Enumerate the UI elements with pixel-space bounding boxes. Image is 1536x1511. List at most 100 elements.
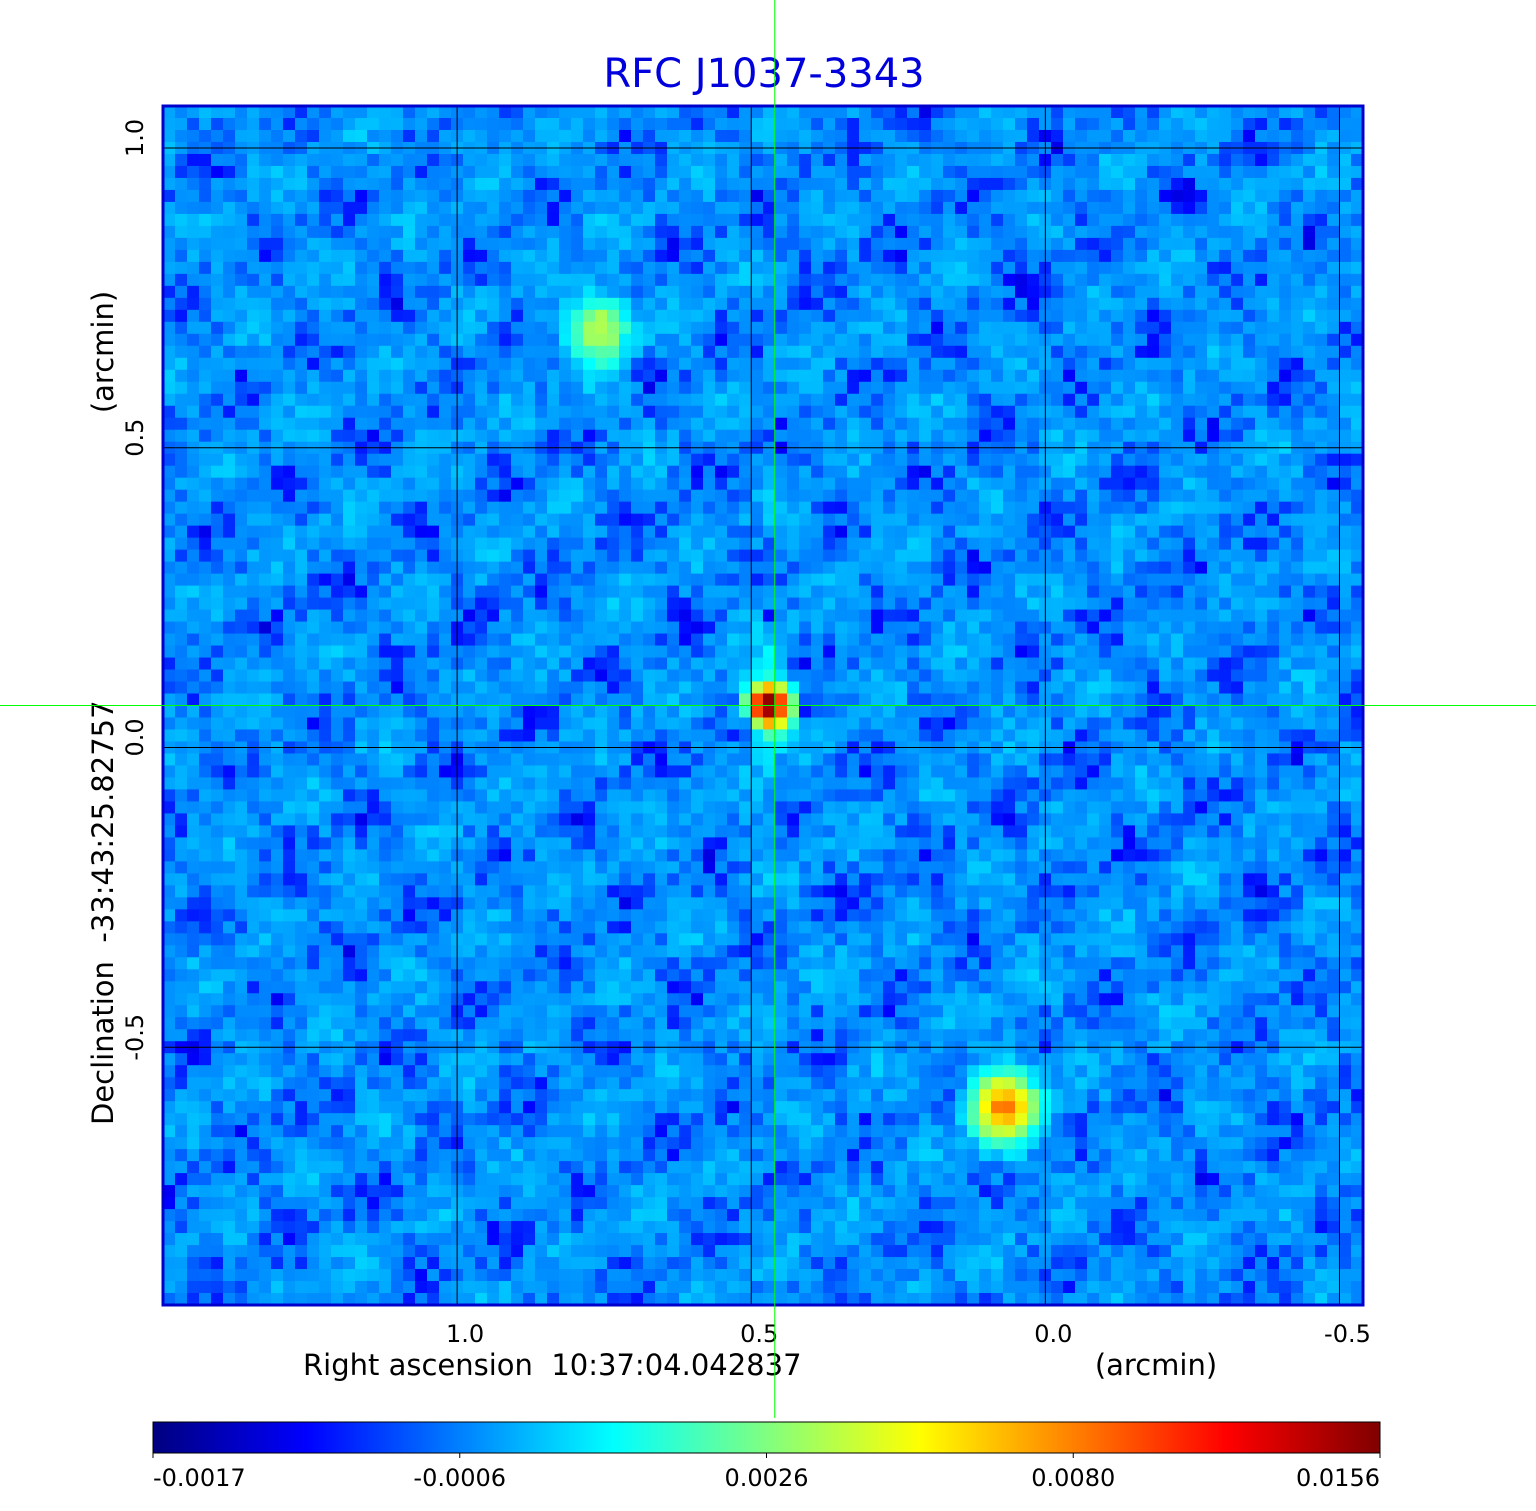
heatmap-cell — [967, 381, 980, 395]
heatmap-cell — [511, 513, 524, 527]
heatmap-cell — [199, 429, 212, 443]
heatmap-cell — [835, 201, 848, 215]
heatmap-cell — [787, 513, 800, 527]
heatmap-cell — [907, 501, 920, 515]
heatmap-cell — [307, 525, 320, 539]
heatmap-cell — [1207, 201, 1220, 215]
heatmap-cell — [1051, 117, 1064, 131]
heatmap-cell — [535, 669, 548, 683]
heatmap-cell — [763, 585, 776, 599]
heatmap-cell — [787, 309, 800, 323]
heatmap-cell — [931, 513, 944, 527]
heatmap-cell — [1087, 153, 1100, 167]
heatmap-cell — [259, 645, 272, 659]
heatmap-cell — [1339, 489, 1352, 503]
heatmap-cell — [367, 525, 380, 539]
heatmap-cell — [1207, 321, 1220, 335]
heatmap-cell — [1027, 525, 1040, 539]
heatmap-cell — [1195, 117, 1208, 131]
heatmap-cell — [931, 549, 944, 563]
heatmap-cell — [883, 285, 896, 299]
heatmap-cell — [1063, 537, 1076, 551]
heatmap-cell — [223, 573, 236, 587]
heatmap-cell — [379, 429, 392, 443]
heatmap-cell — [883, 201, 896, 215]
heatmap-cell — [1339, 657, 1352, 671]
heatmap-cell — [1231, 453, 1244, 467]
heatmap-cell — [1219, 345, 1232, 359]
heatmap-cell — [1027, 381, 1040, 395]
heatmap-cell — [991, 129, 1004, 143]
heatmap-cell — [1003, 333, 1016, 347]
heatmap-cell — [1111, 189, 1124, 203]
heatmap-cell — [1243, 573, 1256, 587]
heatmap-cell — [259, 309, 272, 323]
heatmap-cell — [1279, 201, 1292, 215]
heatmap-cell — [343, 261, 356, 275]
heatmap-cell — [715, 285, 728, 299]
heatmap-cell — [307, 645, 320, 659]
heatmap-cell — [1303, 153, 1316, 167]
heatmap-cell — [1255, 249, 1268, 263]
heatmap-cell — [883, 321, 896, 335]
heatmap-cell — [487, 525, 500, 539]
heatmap-cell — [1099, 585, 1112, 599]
heatmap-cell — [535, 681, 548, 695]
heatmap-cell — [847, 561, 860, 575]
heatmap-cell — [1159, 117, 1172, 131]
heatmap-cell — [667, 153, 680, 167]
heatmap-cell — [1147, 645, 1160, 659]
heatmap-cell — [1255, 645, 1268, 659]
heatmap-cell — [823, 153, 836, 167]
heatmap-cell — [691, 489, 704, 503]
heatmap-cell — [1315, 345, 1328, 359]
heatmap-cell — [1267, 309, 1280, 323]
heatmap-cell — [199, 225, 212, 239]
heatmap-cell — [739, 333, 752, 347]
heatmap-cell — [907, 237, 920, 251]
heatmap-cell — [655, 693, 668, 707]
heatmap-cell — [1147, 489, 1160, 503]
heatmap-cell — [355, 153, 368, 167]
heatmap-cell — [943, 273, 956, 287]
heatmap-cell — [403, 297, 416, 311]
heatmap-cell — [235, 393, 248, 407]
heatmap-cell — [847, 657, 860, 671]
heatmap-cell — [1171, 549, 1184, 563]
heatmap-cell — [415, 417, 428, 431]
heatmap-cell — [235, 561, 248, 575]
heatmap-cell — [583, 333, 596, 347]
heatmap-cell — [1063, 405, 1076, 419]
heatmap-cell — [619, 405, 632, 419]
heatmap-cell — [1147, 129, 1160, 143]
heatmap-cell — [823, 189, 836, 203]
heatmap-cell — [271, 333, 284, 347]
heatmap-cell — [631, 177, 644, 191]
heatmap-cell — [1027, 585, 1040, 599]
heatmap-cell — [631, 261, 644, 275]
heatmap-cell — [883, 645, 896, 659]
heatmap-cell — [1051, 609, 1064, 623]
heatmap-cell — [559, 369, 572, 383]
heatmap-cell — [823, 501, 836, 515]
heatmap-cell — [415, 333, 428, 347]
heatmap-cell — [535, 405, 548, 419]
heatmap-cell — [751, 189, 764, 203]
heatmap-cell — [655, 657, 668, 671]
heatmap-cell — [631, 189, 644, 203]
heatmap-cell — [775, 237, 788, 251]
heatmap-cell — [787, 681, 800, 695]
heatmap-cell — [187, 249, 200, 263]
heatmap-cell — [391, 633, 404, 647]
heatmap-cell — [1099, 597, 1112, 611]
heatmap-cell — [487, 153, 500, 167]
heatmap-cell — [655, 381, 668, 395]
heatmap-cell — [1327, 249, 1340, 263]
heatmap-cell — [1123, 201, 1136, 215]
heatmap-cell — [1315, 309, 1328, 323]
heatmap-cell — [751, 117, 764, 131]
heatmap-cell — [1087, 165, 1100, 179]
heatmap-cell — [199, 405, 212, 419]
heatmap-cell — [235, 633, 248, 647]
heatmap-cell — [715, 501, 728, 515]
